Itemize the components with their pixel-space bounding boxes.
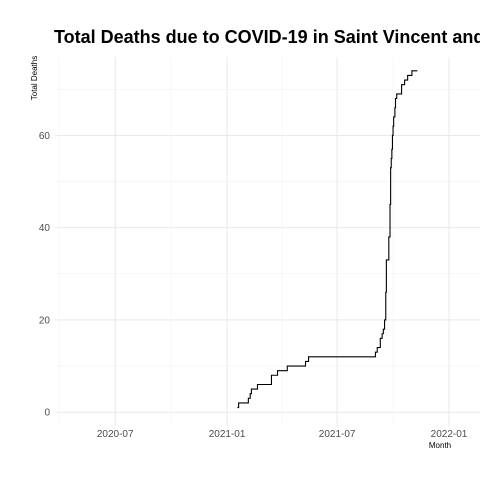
series-line-total-deaths	[237, 70, 418, 409]
y-axis-ticks: 0 20 40 60	[39, 131, 51, 419]
chart-title: Total Deaths due to COVID-19 in Saint Vi…	[54, 27, 480, 47]
y-tick-label: 40	[39, 223, 51, 234]
x-tick-label: 2021-01	[209, 429, 246, 440]
y-tick-label: 20	[39, 315, 51, 326]
y-tick-label: 0	[44, 408, 50, 419]
x-tick-label: 2022-01	[431, 429, 468, 440]
x-tick-label: 2021-07	[319, 429, 356, 440]
grid	[55, 57, 480, 426]
x-tick-label: 2020-07	[97, 429, 134, 440]
y-tick-label: 60	[39, 131, 51, 142]
series-group	[237, 70, 418, 409]
x-axis-title: Month	[429, 441, 451, 450]
x-axis-ticks: 2020-07 2021-01 2021-07 2022-01	[97, 429, 468, 440]
y-axis-title: Total Deaths	[30, 56, 39, 100]
